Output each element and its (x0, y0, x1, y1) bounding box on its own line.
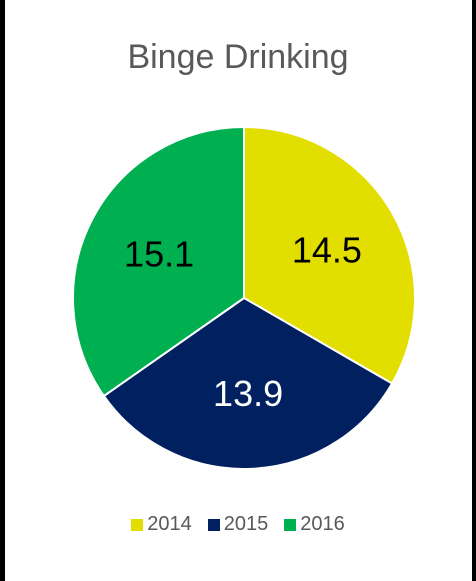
pie-slice-2014 (243, 125, 416, 385)
legend-label-2014: 2014 (147, 513, 192, 535)
legend-swatch-2016 (284, 518, 297, 531)
legend-item-2014: 2014 (131, 513, 192, 536)
pie-slice-2015 (102, 296, 394, 470)
pie-slice-2016 (72, 125, 245, 398)
legend-label-2015: 2015 (223, 513, 269, 535)
legend-swatch-2015 (207, 518, 220, 531)
chart-legend: 2014 2015 2016 (0, 513, 476, 536)
data-label-2016: 15.1 (124, 233, 194, 274)
data-label-2014: 14.5 (292, 230, 362, 271)
legend-swatch-2014 (131, 518, 144, 531)
chart-title: Binge Drinking (127, 38, 349, 76)
legend-item-2015: 2015 (207, 513, 269, 536)
legend-label-2016: 2016 (300, 513, 345, 535)
data-label-2015: 13.9 (213, 373, 283, 414)
legend-item-2016: 2016 (284, 513, 345, 536)
